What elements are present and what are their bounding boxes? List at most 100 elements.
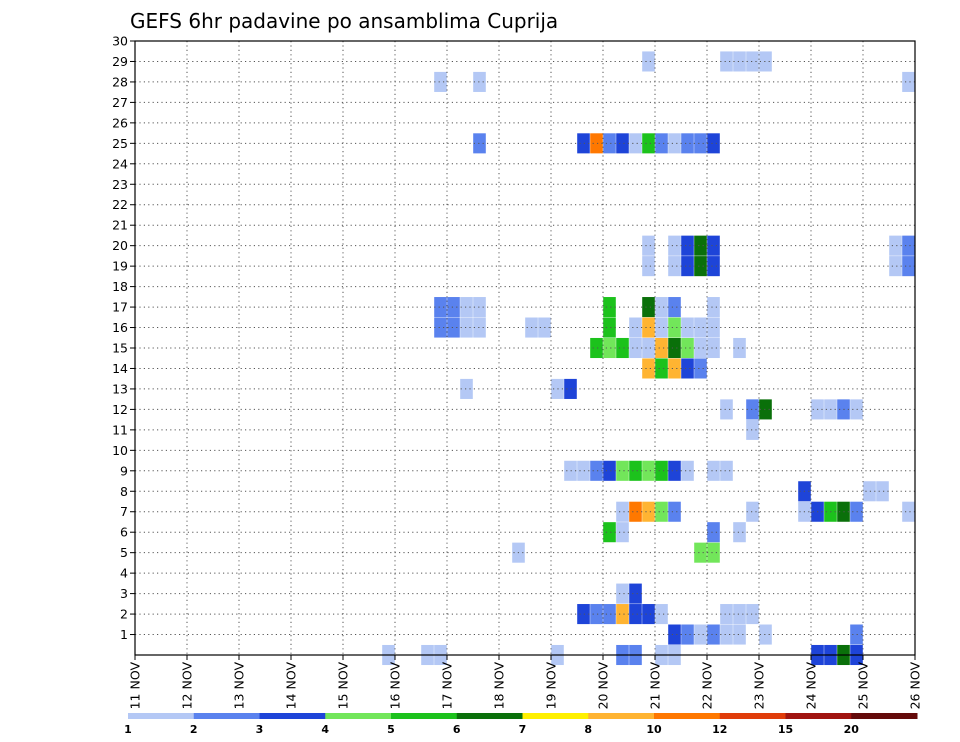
heatmap-cell (655, 604, 668, 625)
legend-swatch (391, 713, 458, 719)
legend-label: 7 (519, 723, 527, 736)
heatmap-cell (577, 460, 590, 481)
heatmap-cell (642, 51, 655, 72)
x-tick-label: 22 NOV (700, 662, 715, 710)
y-tick-label: 8 (120, 484, 128, 499)
x-tick-label: 21 NOV (648, 662, 663, 710)
heatmap-cell (655, 460, 668, 481)
heatmap-cell (564, 460, 577, 481)
heatmap-cell (707, 542, 720, 563)
heatmap-cell (681, 624, 694, 645)
y-tick-label: 12 (112, 402, 128, 417)
heatmap-cell (681, 256, 694, 277)
y-tick-label: 14 (112, 361, 128, 376)
heatmap-cell (577, 133, 590, 154)
heatmap-cell (759, 399, 772, 420)
legend-swatch (851, 713, 918, 719)
heatmap-cell (720, 399, 733, 420)
x-tick-label: 12 NOV (180, 662, 195, 710)
x-tick-label: 17 NOV (440, 662, 455, 710)
legend-label: 1 (124, 723, 132, 736)
heatmap-cell (733, 522, 746, 543)
heatmap-cell (668, 317, 681, 338)
y-tick-label: 29 (112, 54, 128, 69)
heatmap-cell (746, 51, 759, 72)
y-tick-label: 26 (112, 115, 128, 130)
x-tick-label: 26 NOV (908, 662, 923, 710)
x-axis: 11 NOV 12 NOV 13 NOV 14 NOV 15 NOV 16 NOV 17 N… (128, 655, 923, 709)
x-tick-label: 13 NOV (232, 662, 247, 710)
x-tick-label: 25 NOV (856, 662, 871, 710)
heatmap-cell (850, 399, 863, 420)
heatmap-cell (603, 317, 616, 338)
heatmap-cell (668, 297, 681, 318)
heatmap-cell (616, 604, 629, 625)
grid-lines (134, 40, 916, 655)
heatmap-cell (746, 399, 759, 420)
y-axis: 1234567891011121314151617181920212223242… (112, 34, 135, 642)
x-tick-label: 16 NOV (388, 662, 403, 710)
heatmap-cell (642, 235, 655, 256)
x-tick-label: 18 NOV (492, 662, 507, 710)
heatmap-cell (681, 358, 694, 379)
heatmap-cell (629, 583, 642, 604)
y-tick-label: 5 (120, 545, 128, 560)
heatmap-cell (850, 624, 863, 645)
x-tick-label: 20 NOV (596, 662, 611, 710)
y-tick-label: 11 (112, 422, 128, 437)
heatmap-cell (668, 256, 681, 277)
heatmap-cell (694, 358, 707, 379)
legend-label: 15 (778, 723, 793, 736)
legend-label: 4 (321, 723, 329, 736)
heatmap-cell (642, 337, 655, 359)
heatmap-cell (707, 235, 720, 256)
heatmap-cell (707, 624, 720, 645)
heatmap-cell (564, 378, 577, 399)
heatmap-cell (668, 460, 681, 481)
heatmap-cell (668, 501, 681, 522)
legend-label: 3 (256, 723, 264, 736)
heatmap-cell (590, 337, 603, 359)
heatmap-cell (629, 133, 642, 154)
y-tick-label: 6 (120, 525, 128, 540)
chart-title: GEFS 6hr padavine po ansamblima Cuprija (130, 9, 558, 33)
heatmap-cell (694, 337, 707, 359)
y-tick-label: 22 (112, 197, 128, 212)
heatmap-cell (460, 317, 473, 338)
y-tick-label: 23 (112, 177, 128, 192)
y-tick-label: 7 (120, 504, 128, 519)
legend-swatch (522, 713, 589, 719)
heatmap-cell (590, 133, 603, 154)
heatmap-cell (447, 297, 460, 318)
heatmap-cell (707, 133, 720, 154)
plot-frame (134, 40, 916, 656)
y-tick-label: 1 (120, 627, 128, 642)
y-tick-label: 2 (120, 607, 128, 622)
heatmap-cell (902, 256, 915, 277)
heatmap-cell (460, 378, 473, 399)
legend-label: 5 (387, 723, 395, 736)
heatmap-cell (655, 133, 668, 154)
heatmap-cell (681, 460, 694, 481)
legend-swatch (193, 713, 260, 719)
heatmap-cell (629, 337, 642, 359)
heatmap-cell (642, 297, 655, 318)
heatmap-cell (603, 133, 616, 154)
y-tick-label: 13 (112, 381, 128, 396)
heatmap-cell (759, 624, 772, 645)
y-tick-label: 10 (112, 443, 128, 458)
heatmap-cell (590, 460, 603, 481)
heatmap-cell (889, 256, 902, 277)
heatmap-cell (902, 501, 915, 522)
heatmap-cell (577, 604, 590, 625)
x-tick-label: 19 NOV (544, 662, 559, 710)
heatmap-cell (668, 235, 681, 256)
heatmap-cell (473, 317, 486, 338)
legend-label: 10 (646, 723, 662, 736)
heatmap-cell (694, 624, 707, 645)
heatmap-cell (655, 337, 668, 359)
heatmap-cell (707, 337, 720, 359)
legend-label: 8 (584, 723, 592, 736)
heatmap-cell (642, 358, 655, 379)
heatmap-cell (642, 604, 655, 625)
